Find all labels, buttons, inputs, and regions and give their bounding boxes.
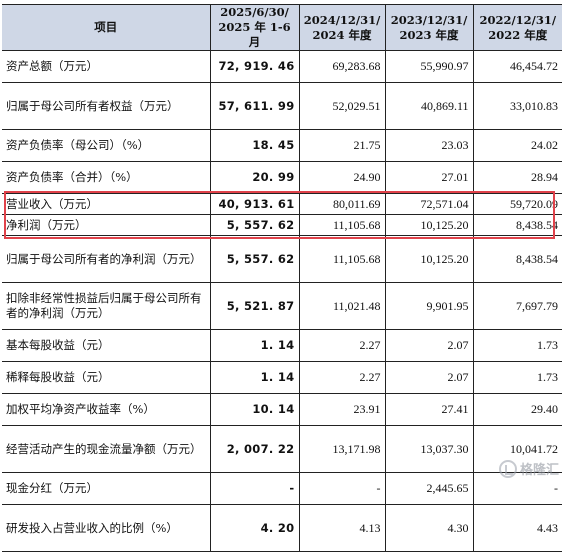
cell-value: 10,125.20	[384, 214, 473, 236]
table-row: 归属于母公司所有者的净利润（万元） 5, 557. 62 11,105.68 10,1…	[2, 235, 562, 283]
cell-value: 18. 45	[209, 129, 299, 162]
cell-value: 4.30	[384, 504, 473, 552]
cell-value: 46,454.72	[472, 50, 562, 83]
cell-value: 28.94	[472, 161, 562, 194]
cell-value: 20. 99	[209, 161, 299, 194]
cell-value: 69,283.68	[298, 50, 385, 83]
table-row: 资产负债率（母公司）（%） 18. 45 21.75 23.03 24.02	[2, 129, 562, 162]
row-label: 净利润（万元）	[2, 214, 210, 236]
header-col-4: 2022/12/31/2022 年度	[472, 4, 562, 51]
cell-value: -	[209, 472, 299, 505]
cell-value: 11,021.48	[298, 282, 385, 330]
table-row: 基本每股收益（元） 1. 14 2.27 2.07 1.73	[2, 329, 562, 362]
cell-value: 72, 919. 46	[209, 50, 299, 83]
header-row: 项目 2025/6/30/2025 年 1-6 月 2024/12/31/202…	[2, 4, 562, 51]
cell-value: 2.07	[384, 329, 473, 362]
cell-value: 11,105.68	[298, 214, 385, 236]
table-row: 稀释每股收益（元） 1. 14 2.27 2.07 1.73	[2, 361, 562, 394]
cell-value: 59,720.09	[472, 193, 562, 215]
cell-value: 1. 14	[209, 329, 299, 362]
cell-value: 4.13	[298, 504, 385, 552]
row-label: 基本每股收益（元）	[2, 329, 210, 362]
cell-value: 2.07	[384, 361, 473, 394]
cell-value: 8,438.54	[472, 214, 562, 236]
cell-value: 1. 14	[209, 361, 299, 394]
cell-value: 10,041.72	[472, 425, 562, 473]
table-row: 经营活动产生的现金流量净额（万元） 2, 007. 22 13,171.98 13,0…	[2, 425, 562, 473]
cell-value: 40, 913. 61	[209, 193, 299, 215]
table-row: 资产总额（万元） 72, 919. 46 69,283.68 55,990.97 46,…	[2, 50, 562, 83]
table-row: 营业收入（万元） 40, 913. 61 80,011.69 72,571.04 59,…	[2, 193, 562, 215]
table-row: 资产负债率（合并）（%） 20. 99 24.90 27.01 28.94	[2, 161, 562, 194]
cell-value: 2, 007. 22	[209, 425, 299, 473]
row-label: 加权平均净资产收益率（%）	[2, 393, 210, 426]
cell-value: 29.40	[472, 393, 562, 426]
cell-value: 33,010.83	[472, 82, 562, 130]
header-col-3: 2023/12/31/2023 年度	[384, 4, 473, 51]
row-label: 现金分红（万元）	[2, 472, 210, 505]
cell-value: 4.43	[472, 504, 562, 552]
cell-value: 27.01	[384, 161, 473, 194]
cell-value: 1.73	[472, 329, 562, 362]
row-label: 资产总额（万元）	[2, 50, 210, 83]
cell-value: 52,029.51	[298, 82, 385, 130]
cell-value: 24.90	[298, 161, 385, 194]
table-row: 归属于母公司所有者权益（万元） 57, 611. 99 52,029.51 40,86…	[2, 82, 562, 130]
cell-value: 7,697.79	[472, 282, 562, 330]
cell-value: 9,901.95	[384, 282, 473, 330]
cell-value: 57, 611. 99	[209, 82, 299, 130]
cell-value: 5, 521. 87	[209, 282, 299, 330]
cell-value: 2,445.65	[384, 472, 473, 505]
cell-value: 5, 557. 62	[209, 214, 299, 236]
row-label: 扣除非经常性损益后归属于母公司所有者的净利润（万元）	[2, 282, 210, 330]
cell-value: 55,990.97	[384, 50, 473, 83]
row-label: 归属于母公司所有者的净利润（万元）	[2, 235, 210, 283]
cell-value: 13,037.30	[384, 425, 473, 473]
logo-icon	[498, 459, 517, 478]
cell-value: 21.75	[298, 129, 385, 162]
row-label: 资产负债率（合并）（%）	[2, 161, 210, 194]
table-row: 加权平均净资产收益率（%） 10. 14 23.91 27.41 29.40	[2, 393, 562, 426]
table-row: 现金分红（万元） - -2,445.65-	[2, 472, 562, 505]
row-label: 研发投入占营业收入的比例（%）	[2, 504, 210, 552]
cell-value: 11,105.68	[298, 235, 385, 283]
cell-value: 10,125.20	[384, 235, 473, 283]
cell-value: 1.73	[472, 361, 562, 394]
row-label: 经营活动产生的现金流量净额（万元）	[2, 425, 210, 473]
row-label: 稀释每股收益（元）	[2, 361, 210, 394]
watermark-text: 格隆汇	[519, 463, 559, 478]
row-label: 营业收入（万元）	[2, 193, 210, 215]
cell-value: -	[298, 472, 385, 505]
cell-value: 23.91	[298, 393, 385, 426]
cell-value: 40,869.11	[384, 82, 473, 130]
watermark: 格隆汇	[498, 459, 559, 478]
cell-value: 8,438.54	[472, 235, 562, 283]
cell-value: 72,571.04	[384, 193, 473, 215]
cell-value: 5, 557. 62	[209, 235, 299, 283]
cell-value: 27.41	[384, 393, 473, 426]
table-row: 扣除非经常性损益后归属于母公司所有者的净利润（万元） 5, 521. 87 11,0…	[2, 282, 562, 330]
cell-value: 10. 14	[209, 393, 299, 426]
cell-value: 4. 20	[209, 504, 299, 552]
table-row: 研发投入占营业收入的比例（%） 4. 20 4.13 4.30 4.43	[2, 504, 562, 552]
cell-value: 23.03	[384, 129, 473, 162]
cell-value: 2.27	[298, 361, 385, 394]
cell-value: 13,171.98	[298, 425, 385, 473]
row-label: 资产负债率（母公司）（%）	[2, 129, 210, 162]
header-col-2: 2024/12/31/2024 年度	[298, 4, 385, 51]
cell-value: 80,011.69	[298, 193, 385, 215]
header-col-1: 2025/6/30/2025 年 1-6 月	[209, 4, 299, 51]
cell-value: 24.02	[472, 129, 562, 162]
financial-table: 项目 2025/6/30/2025 年 1-6 月 2024/12/31/202…	[2, 4, 562, 552]
row-label: 归属于母公司所有者权益（万元）	[2, 82, 210, 130]
table-row: 净利润（万元） 5, 557. 62 11,105.68 10,125.20 8,438…	[2, 214, 562, 236]
cell-value: 2.27	[298, 329, 385, 362]
header-item: 项目	[2, 4, 210, 51]
